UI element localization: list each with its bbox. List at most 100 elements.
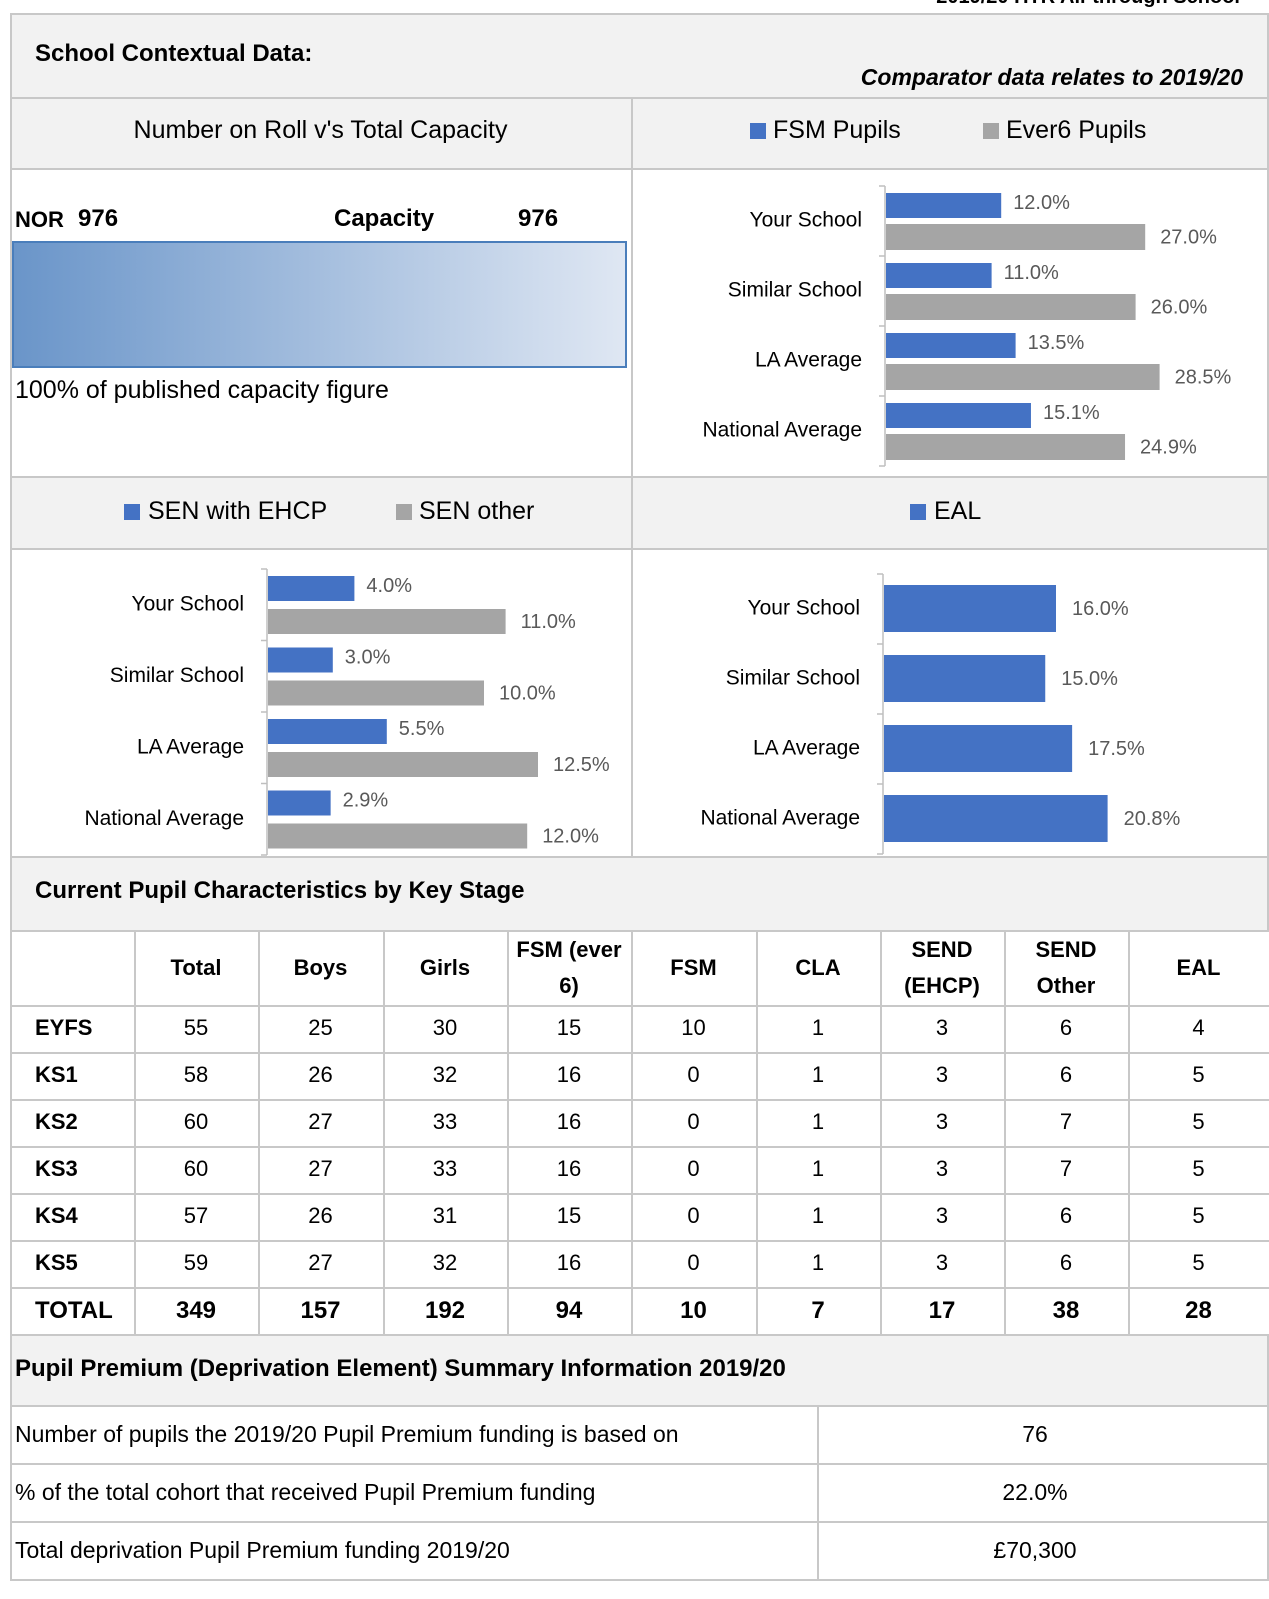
cell — [10, 476, 633, 550]
bar — [884, 795, 1108, 842]
value-label: 11.0% — [521, 611, 576, 633]
cell — [631, 1005, 758, 1054]
table-value: 0 — [687, 1109, 700, 1134]
value-label: 15.1% — [1043, 402, 1100, 424]
table-value: 60 — [183, 1156, 209, 1181]
table-value: 16 — [556, 1156, 582, 1181]
value-label: 5.5% — [399, 718, 445, 740]
cell — [817, 1521, 1269, 1581]
table-value: 15 — [556, 1015, 582, 1040]
table-value: 1 — [811, 1109, 825, 1134]
table-value: 5 — [1192, 1062, 1205, 1087]
row-label: KS4 — [35, 1203, 78, 1228]
table-value: 157 — [300, 1297, 341, 1324]
nor-value: 976 — [78, 205, 119, 232]
bar — [886, 263, 992, 288]
row-label: TOTAL — [35, 1297, 113, 1324]
table-value: 33 — [432, 1109, 458, 1134]
value-label: 11.0% — [1004, 262, 1059, 284]
table-value: 15 — [556, 1203, 582, 1228]
column-header: FSM (ever 6) — [516, 936, 622, 998]
value-label: 12.0% — [542, 825, 599, 847]
legend-swatch — [750, 123, 766, 139]
cell — [134, 1193, 260, 1242]
table-value: 1 — [811, 1015, 825, 1040]
column-header: SEND (EHCP) — [904, 936, 980, 998]
column-header: EAL — [1176, 954, 1221, 980]
table-value: 7 — [1059, 1156, 1073, 1181]
bar — [886, 403, 1031, 428]
table-value: 32 — [432, 1250, 458, 1275]
table-value: 59 — [183, 1250, 209, 1275]
table-value: 3 — [935, 1250, 949, 1275]
cell — [258, 1193, 385, 1242]
section-title: Pupil Premium (Deprivation Element) Summ… — [15, 1355, 786, 1382]
table-value: 10 — [680, 1297, 707, 1324]
bar — [886, 193, 1002, 218]
cell — [10, 13, 1269, 99]
capacity-label: Capacity — [334, 205, 435, 232]
table-value: 27 — [308, 1156, 333, 1181]
table-value: 5 — [1192, 1109, 1205, 1134]
category-label: Your School — [748, 597, 860, 620]
table-value: 1 — [811, 1250, 825, 1275]
value-label: 26.0% — [1151, 296, 1208, 318]
value-label: 13.5% — [1028, 332, 1085, 354]
bar — [268, 576, 355, 601]
table-value: 349 — [175, 1297, 217, 1324]
cell — [631, 476, 1269, 550]
value-label: 3.0% — [345, 646, 391, 668]
category-label: National Average — [700, 807, 860, 830]
table-value: 3 — [935, 1015, 949, 1040]
table-value: 17 — [928, 1297, 956, 1324]
table-value: 3 — [935, 1109, 949, 1134]
table-value: 0 — [687, 1250, 700, 1275]
row-label: EYFS — [35, 1015, 93, 1040]
bar — [884, 725, 1073, 772]
column-header: Girls — [419, 954, 471, 980]
row-label: KS1 — [35, 1062, 78, 1087]
cell — [383, 930, 509, 1007]
table-value: 6 — [1059, 1250, 1073, 1275]
table-value: 0 — [687, 1156, 700, 1181]
cell — [134, 1287, 260, 1336]
premium-label: Total deprivation Pupil Premium funding … — [15, 1537, 510, 1563]
premium-value: 76 — [1022, 1421, 1048, 1447]
value-label: 12.5% — [553, 754, 610, 776]
cell — [880, 1287, 1006, 1336]
table-value: 3 — [935, 1062, 949, 1087]
table-value: 7 — [811, 1297, 825, 1324]
premium-value: £70,300 — [993, 1537, 1077, 1563]
section-title: Current Pupil Characteristics by Key Sta… — [35, 877, 525, 904]
table-value: 16 — [556, 1062, 582, 1087]
table-value: 6 — [1059, 1062, 1073, 1087]
table-value: 1 — [811, 1156, 825, 1181]
legend-swatch — [910, 504, 926, 520]
table-value: 0 — [687, 1062, 700, 1087]
bar — [268, 752, 538, 777]
bar — [886, 294, 1136, 320]
category-label: Your School — [132, 592, 244, 615]
table-value: 16 — [556, 1109, 582, 1134]
bar — [886, 224, 1146, 250]
cell — [1128, 1193, 1269, 1242]
column-header: FSM — [670, 954, 717, 980]
nor-label: NOR — [15, 207, 64, 232]
legend-label: FSM Pupils — [773, 116, 901, 144]
row-label: KS2 — [35, 1109, 78, 1134]
cell — [10, 856, 1269, 932]
bar — [268, 647, 333, 673]
bar — [884, 585, 1056, 632]
legend-label: SEN with EHCP — [148, 497, 328, 525]
table-value: 31 — [432, 1203, 458, 1228]
cell — [10, 1005, 136, 1054]
cell — [10, 930, 136, 1007]
school-name: 2019/20 HTR All-through School — [936, 0, 1240, 9]
capacity-value: 976 — [518, 205, 559, 232]
cell — [10, 1287, 136, 1336]
value-label: 16.0% — [1072, 598, 1129, 620]
row-label: KS5 — [35, 1250, 78, 1275]
category-label: National Average — [702, 419, 862, 442]
table-value: 33 — [432, 1156, 458, 1181]
